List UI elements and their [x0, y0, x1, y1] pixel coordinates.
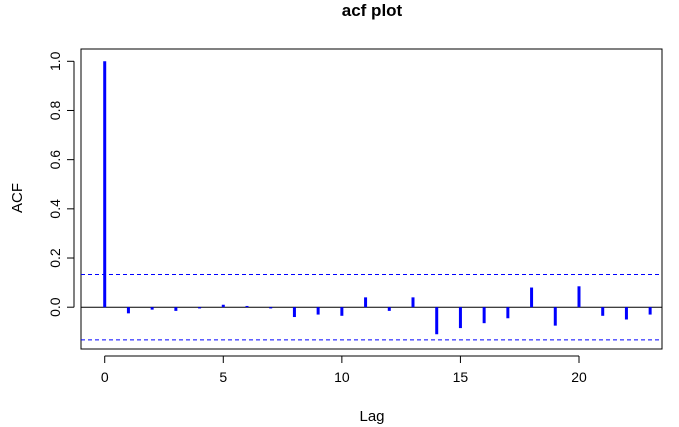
y-tick-label: 0.4 [47, 199, 63, 219]
plot-area [80, 48, 663, 350]
acf-bars [103, 61, 652, 335]
x-tick-label: 10 [334, 369, 350, 385]
chart-title: acf plot [342, 1, 403, 20]
y-tick-label: 0.2 [47, 248, 63, 268]
y-axis: 0.0 0.2 0.4 0.6 0.8 1.0 [47, 51, 75, 317]
x-axis: 0 5 10 15 20 [101, 355, 587, 385]
y-tick-label: 1.0 [47, 51, 63, 71]
y-tick-label: 0.0 [47, 297, 63, 317]
x-axis-label: Lag [359, 408, 384, 425]
x-tick-label: 15 [453, 369, 469, 385]
x-tick-label: 0 [101, 369, 109, 385]
y-tick-label: 0.6 [47, 150, 63, 170]
y-tick-label: 0.8 [47, 101, 63, 121]
y-axis-label: ACF [9, 183, 26, 213]
x-tick-label: 20 [571, 369, 587, 385]
x-tick-label: 5 [219, 369, 227, 385]
